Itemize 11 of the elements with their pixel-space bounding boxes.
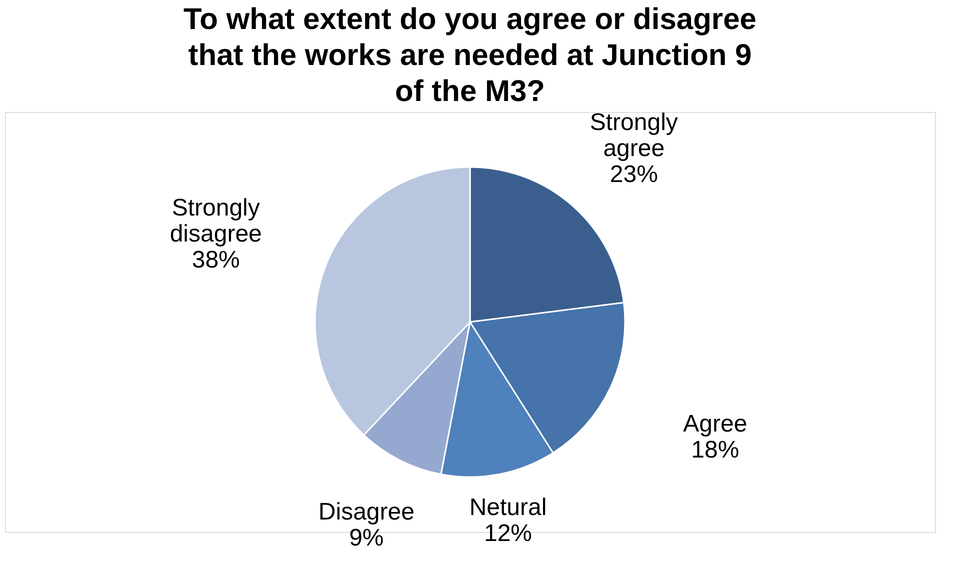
chart-title: To what extent do you agree or disagree that the works are needed at Junction 9 of the M3? [184, 3, 756, 108]
data-label: 12% [484, 520, 532, 548]
slice-label: Strongly agree [590, 109, 678, 162]
slice-label: Agree [683, 410, 748, 438]
slice-label: Disagree [318, 498, 414, 526]
slice-label: Strongly disagree [170, 194, 262, 248]
slice-label: Netural [469, 494, 547, 522]
data-label: 18% [691, 436, 740, 464]
data-label: 9% [349, 524, 384, 552]
data-label: 23% [610, 161, 658, 188]
data-label: 38% [192, 246, 240, 274]
